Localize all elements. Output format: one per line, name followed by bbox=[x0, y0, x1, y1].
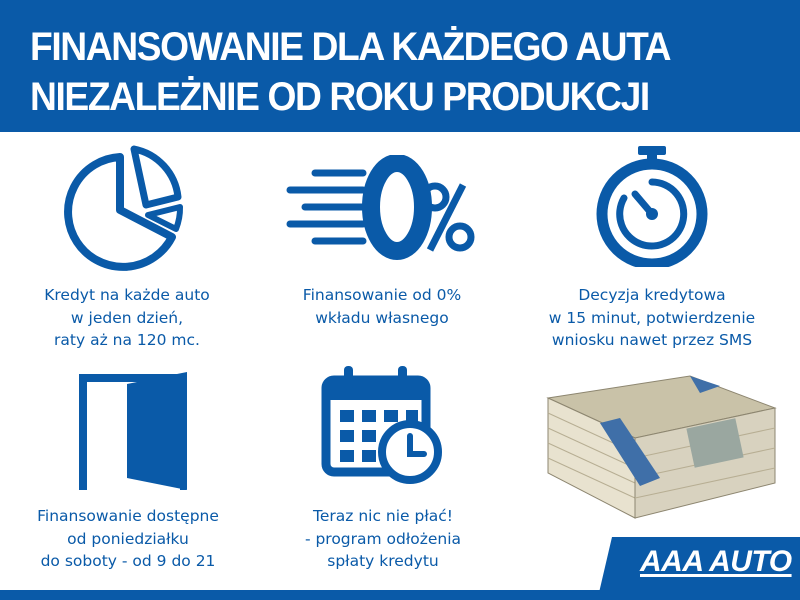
feature-caption-zero-percent: Finansowanie od 0% wkładu własnego bbox=[252, 284, 512, 329]
aaa-auto-logo: AAA AUTO bbox=[640, 545, 792, 578]
feature-caption-deferral: Teraz nic nie płać! - program odłożenia … bbox=[253, 505, 513, 573]
feature-caption-credit: Kredyt na każde auto w jeden dzień, raty… bbox=[0, 284, 257, 352]
calendar-clock-icon bbox=[321, 366, 442, 484]
caption-line: do soboty - od 9 do 21 bbox=[40, 552, 216, 570]
door-icon bbox=[79, 372, 187, 490]
header-banner: FINANSOWANIE DLA KAŻDEGO AUTA NIEZALEŻNI… bbox=[0, 0, 800, 132]
headline-line-1: FINANSOWANIE DLA KAŻDEGO AUTA bbox=[30, 25, 672, 69]
stopwatch-icon bbox=[596, 146, 708, 267]
caption-line: spłaty kredytu bbox=[327, 552, 439, 570]
bottom-bar bbox=[0, 590, 800, 600]
headline-line-2: NIEZALEŻNIE OD ROKU PRODUKCJI bbox=[30, 75, 650, 119]
caption-line: - program odłożenia bbox=[304, 529, 462, 548]
pie-chart-icon bbox=[64, 145, 183, 271]
zero-percent-icon bbox=[286, 155, 475, 260]
caption-line: Kredyt na każde auto bbox=[44, 286, 210, 304]
caption-line: raty aż na 120 mc. bbox=[54, 331, 200, 349]
logo-box bbox=[598, 537, 800, 597]
caption-line: wkładu własnego bbox=[315, 308, 449, 327]
caption-line: w jeden dzień, bbox=[70, 308, 184, 327]
caption-line: Finansowanie dostępne bbox=[37, 507, 219, 525]
feature-caption-decision: Decyzja kredytowa w 15 minut, potwierdze… bbox=[522, 284, 782, 352]
caption-line: wniosku nawet przez SMS bbox=[551, 331, 753, 349]
caption-line: od poniedziałku bbox=[67, 529, 189, 548]
caption-line: w 15 minut, potwierdzenie bbox=[548, 308, 756, 327]
feature-caption-hours: Finansowanie dostępne od poniedziałku do… bbox=[0, 505, 258, 573]
caption-line: Teraz nic nie płać! bbox=[313, 507, 453, 525]
caption-line: Decyzja kredytowa bbox=[578, 286, 726, 304]
money-stack-icon bbox=[546, 375, 777, 519]
caption-line: Finansowanie od 0% bbox=[302, 286, 462, 304]
